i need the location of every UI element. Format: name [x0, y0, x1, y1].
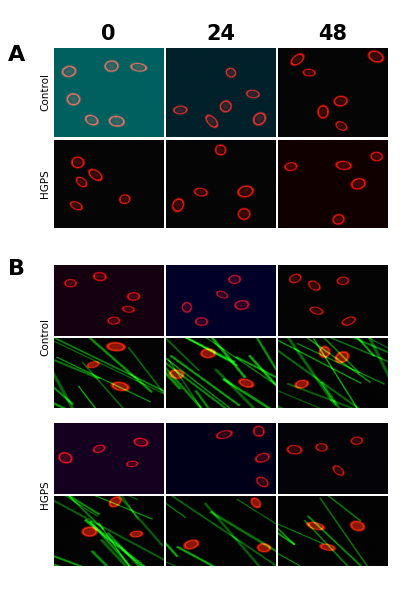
Text: 0: 0 [101, 24, 116, 44]
Text: Control: Control [40, 317, 50, 356]
Text: k: k [170, 340, 177, 350]
Text: h: h [170, 268, 177, 277]
Text: B: B [8, 259, 25, 279]
Text: c: c [282, 50, 288, 60]
Text: g: g [58, 268, 65, 277]
Text: d: d [58, 142, 65, 152]
Text: 48: 48 [318, 24, 347, 44]
Text: b: b [170, 50, 177, 60]
Text: 24: 24 [206, 24, 235, 44]
Text: r: r [282, 498, 287, 508]
Text: Control: Control [40, 73, 50, 111]
Text: q: q [170, 498, 177, 508]
Text: f: f [282, 142, 286, 152]
Text: o: o [282, 426, 289, 435]
Text: e: e [170, 142, 177, 152]
Text: HGPS: HGPS [40, 480, 50, 509]
Text: n: n [170, 426, 177, 435]
Text: A: A [8, 45, 25, 65]
Text: a: a [58, 50, 64, 60]
Text: l: l [282, 340, 286, 350]
Text: i: i [282, 268, 286, 277]
Text: j: j [58, 340, 62, 350]
Text: m: m [58, 426, 68, 435]
Text: HGPS: HGPS [40, 170, 50, 198]
Text: p: p [58, 498, 65, 508]
